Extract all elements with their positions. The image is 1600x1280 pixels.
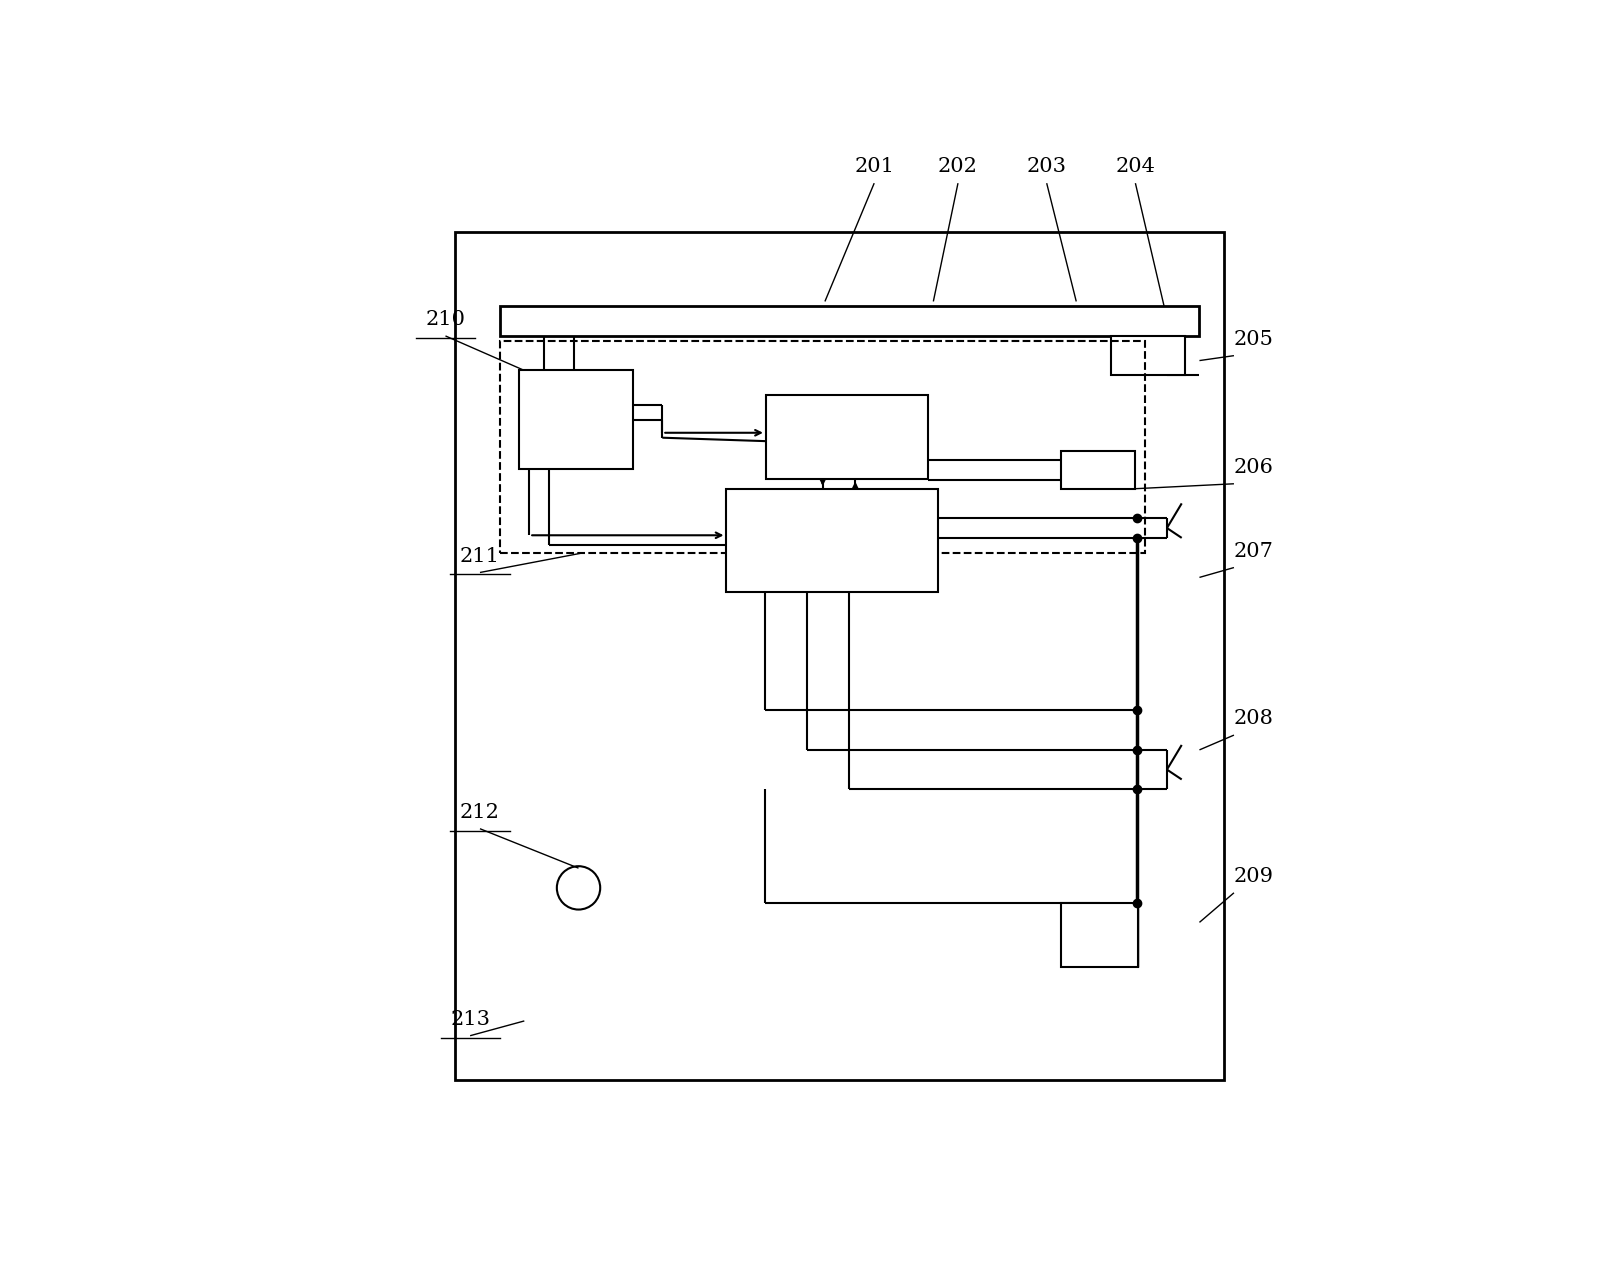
Text: 205: 205 — [1234, 330, 1274, 348]
Bar — [1061, 452, 1136, 489]
Text: 204: 204 — [1115, 157, 1155, 177]
Bar — [766, 396, 928, 479]
Text: 202: 202 — [938, 157, 978, 177]
Bar — [499, 306, 1200, 335]
Text: 206: 206 — [1234, 458, 1274, 477]
Text: 212: 212 — [461, 803, 499, 822]
Bar — [520, 370, 632, 468]
Bar — [726, 489, 938, 593]
Bar — [1061, 902, 1138, 966]
Text: 211: 211 — [459, 547, 499, 566]
Text: 207: 207 — [1234, 541, 1274, 561]
Bar — [499, 340, 1146, 553]
Text: 213: 213 — [450, 1010, 490, 1029]
Text: 209: 209 — [1234, 867, 1274, 886]
Text: 201: 201 — [854, 157, 894, 177]
Bar — [1110, 335, 1184, 375]
Text: 210: 210 — [426, 310, 466, 329]
Text: 203: 203 — [1027, 157, 1067, 177]
Text: 208: 208 — [1234, 709, 1274, 728]
Bar — [456, 233, 1224, 1080]
